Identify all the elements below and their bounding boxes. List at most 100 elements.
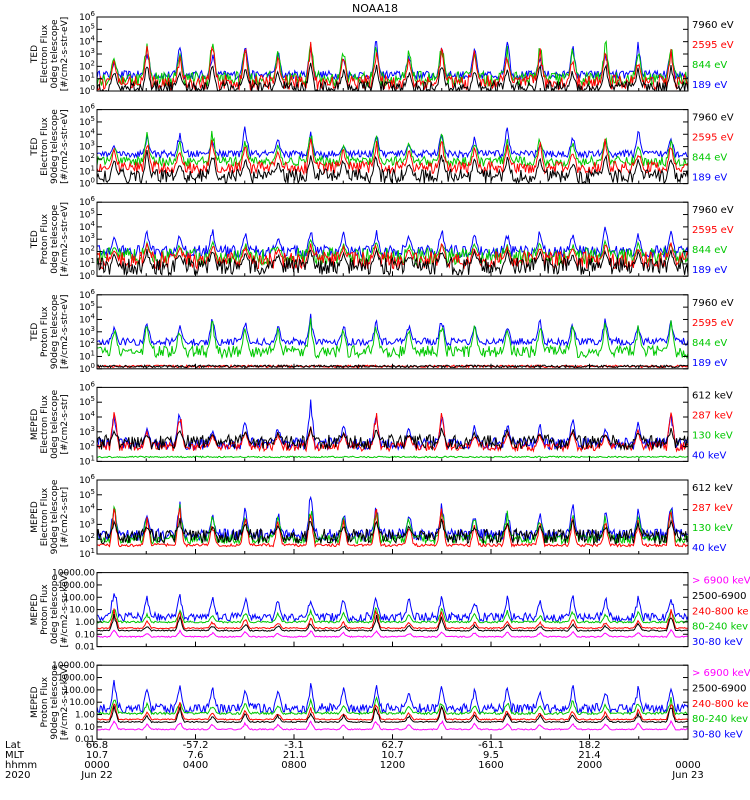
panel-1-series — [97, 40, 688, 91]
panel-7-series — [97, 593, 688, 639]
panel-7-ylabel-line: 0deg telescope — [50, 575, 60, 645]
panel-3-ytick-label: 106 — [79, 195, 95, 208]
panel-1-ylabel-line: Electron Flux — [40, 24, 50, 83]
panel-1-ylabel-line: [#/cm2-s-str-eV] — [60, 17, 70, 92]
panel-3-ylabel-line: [#/cm2-s-str-eV] — [60, 202, 70, 277]
panel-8: 0.01 0.10 1.00 10.00 100.00 1000.00 10000.00 ME… — [30, 661, 750, 745]
exponent: 1 — [91, 349, 95, 357]
exponent: 4 — [91, 127, 96, 135]
exponent: 1 — [91, 72, 95, 80]
panel-6-ytick-label: 101 — [79, 547, 95, 560]
panel-2-ytick-label: 103 — [79, 140, 95, 153]
panel-2-ytick-label: 102 — [79, 152, 95, 165]
panel-6-series-4 — [97, 518, 688, 546]
time-axis-value: 62.7 — [381, 740, 403, 751]
panel-7-ytick-label: 10000.00 — [52, 569, 95, 579]
exponent: 4 — [91, 503, 96, 511]
panel-5-ytick-label: 105 — [79, 395, 95, 408]
panel-3-ytick-label: 102 — [79, 245, 95, 258]
panel-6-legend-entry: 40 keV — [692, 543, 726, 554]
panel-5-ytick-label: 104 — [79, 410, 95, 423]
exponent: 4 — [91, 35, 96, 43]
time-axis-value: 18.2 — [578, 740, 600, 751]
panel-7-legend-entry: 2500-6900 — [692, 591, 747, 602]
panel-7-series-1 — [97, 593, 688, 623]
panel-3-series — [97, 226, 688, 277]
panel-3-legend-entry: 844 eV — [692, 245, 727, 256]
panel-7-ylabel-line: MEPED — [30, 594, 40, 626]
panel-4-ytick-label: 101 — [79, 349, 95, 362]
panel-1-ylabel-line: 0deg telescope — [50, 19, 60, 89]
panel-5-series-4 — [97, 425, 688, 452]
panel-4-frame — [96, 294, 689, 370]
panel-5-ylabel-line: [#/cm2-s-str] — [60, 394, 70, 454]
time-axis-value: -61.1 — [478, 740, 504, 751]
panel-8-legend-entry: 2500-6900 — [692, 684, 747, 695]
time-axis-value: 10.7 — [381, 750, 403, 761]
panel-7-series-5 — [97, 628, 688, 639]
panel-5-ylabel-line: 0deg telescope — [50, 389, 60, 459]
panel-8-series-1 — [97, 679, 688, 715]
panel-5-series — [97, 399, 688, 459]
panel-5-ytick-label: 103 — [79, 425, 95, 438]
panel-5-ytick-label: 106 — [79, 380, 95, 393]
panel-4-series — [97, 313, 688, 369]
time-axis-value: 10.7 — [86, 750, 108, 761]
panel-5-legend-entry: 130 keV — [692, 430, 733, 441]
exponent: 6 — [91, 103, 96, 111]
exponent: 5 — [91, 395, 95, 403]
panel-2-ytick-label: 101 — [79, 164, 95, 177]
exponent: 1 — [91, 547, 95, 555]
panel-6-ytick-label: 103 — [79, 517, 95, 530]
panel-6-series-3 — [97, 507, 688, 548]
panel-2-legend-entry: 7960 eV — [692, 113, 734, 124]
exponent: 3 — [91, 425, 95, 433]
panel-6-ylabel-line: Electron Flux — [40, 487, 50, 546]
time-axis-value: 21.1 — [283, 750, 305, 761]
panel-8-ylabel-line: MEPED — [30, 686, 40, 718]
panel-6-ytick-label: 106 — [79, 473, 95, 486]
panel-2-ytick-label: 105 — [79, 115, 95, 128]
panel-2-ylabel-line: 90deg telescope — [50, 109, 60, 184]
panel-5-frame — [96, 386, 689, 462]
exponent: 1 — [91, 257, 95, 265]
panel-7-ytick-label: 100.00 — [64, 593, 96, 603]
panel-4-ylabel-line: Proton Flux — [40, 306, 50, 357]
exponent: 4 — [91, 410, 96, 418]
panel-1-series-3 — [97, 41, 688, 91]
panel-1-ytick-label: 104 — [79, 35, 95, 48]
time-axis-value: 0400 — [183, 760, 208, 771]
panel-6-legend-entry: 287 keV — [692, 503, 733, 514]
panel-3-ytick-label: 104 — [79, 220, 95, 233]
time-axis-value: -57.2 — [183, 740, 209, 751]
panel-7-series-2 — [97, 607, 688, 624]
panel-6-ylabel-line: 90deg telescope — [50, 479, 60, 554]
panel-6-series — [97, 495, 688, 548]
panel-3-legend-entry: 7960 eV — [692, 205, 734, 216]
panel-7-ytick-label: 10.00 — [69, 606, 95, 616]
panel-3-ytick-label: 100 — [79, 269, 95, 282]
panel-3-ylabel-line: Proton Flux — [40, 213, 50, 264]
panel-1-legend-entry: 7960 eV — [692, 20, 734, 31]
panel-4-ytick-label: 102 — [79, 337, 95, 350]
panel-7-series-3 — [97, 608, 688, 630]
panel-8-series — [97, 679, 688, 731]
time-axis-value: 2000 — [577, 760, 602, 771]
exponent: 6 — [91, 380, 96, 388]
panel-7-ytick-label: 0.10 — [75, 630, 95, 640]
exponent: 0 — [91, 269, 95, 277]
time-axis-row-label: Lat — [5, 740, 21, 751]
exponent: 0 — [91, 84, 95, 92]
panel-8-ylabel-line: Proton Flux — [40, 676, 50, 727]
panel-1-legend-entry: 189 eV — [692, 80, 727, 91]
time-axis-value: 1600 — [478, 760, 503, 771]
panel-8-ytick-label: 1.00 — [75, 711, 95, 721]
panel-8-legend-entry: > 6900 keV — [692, 668, 750, 679]
